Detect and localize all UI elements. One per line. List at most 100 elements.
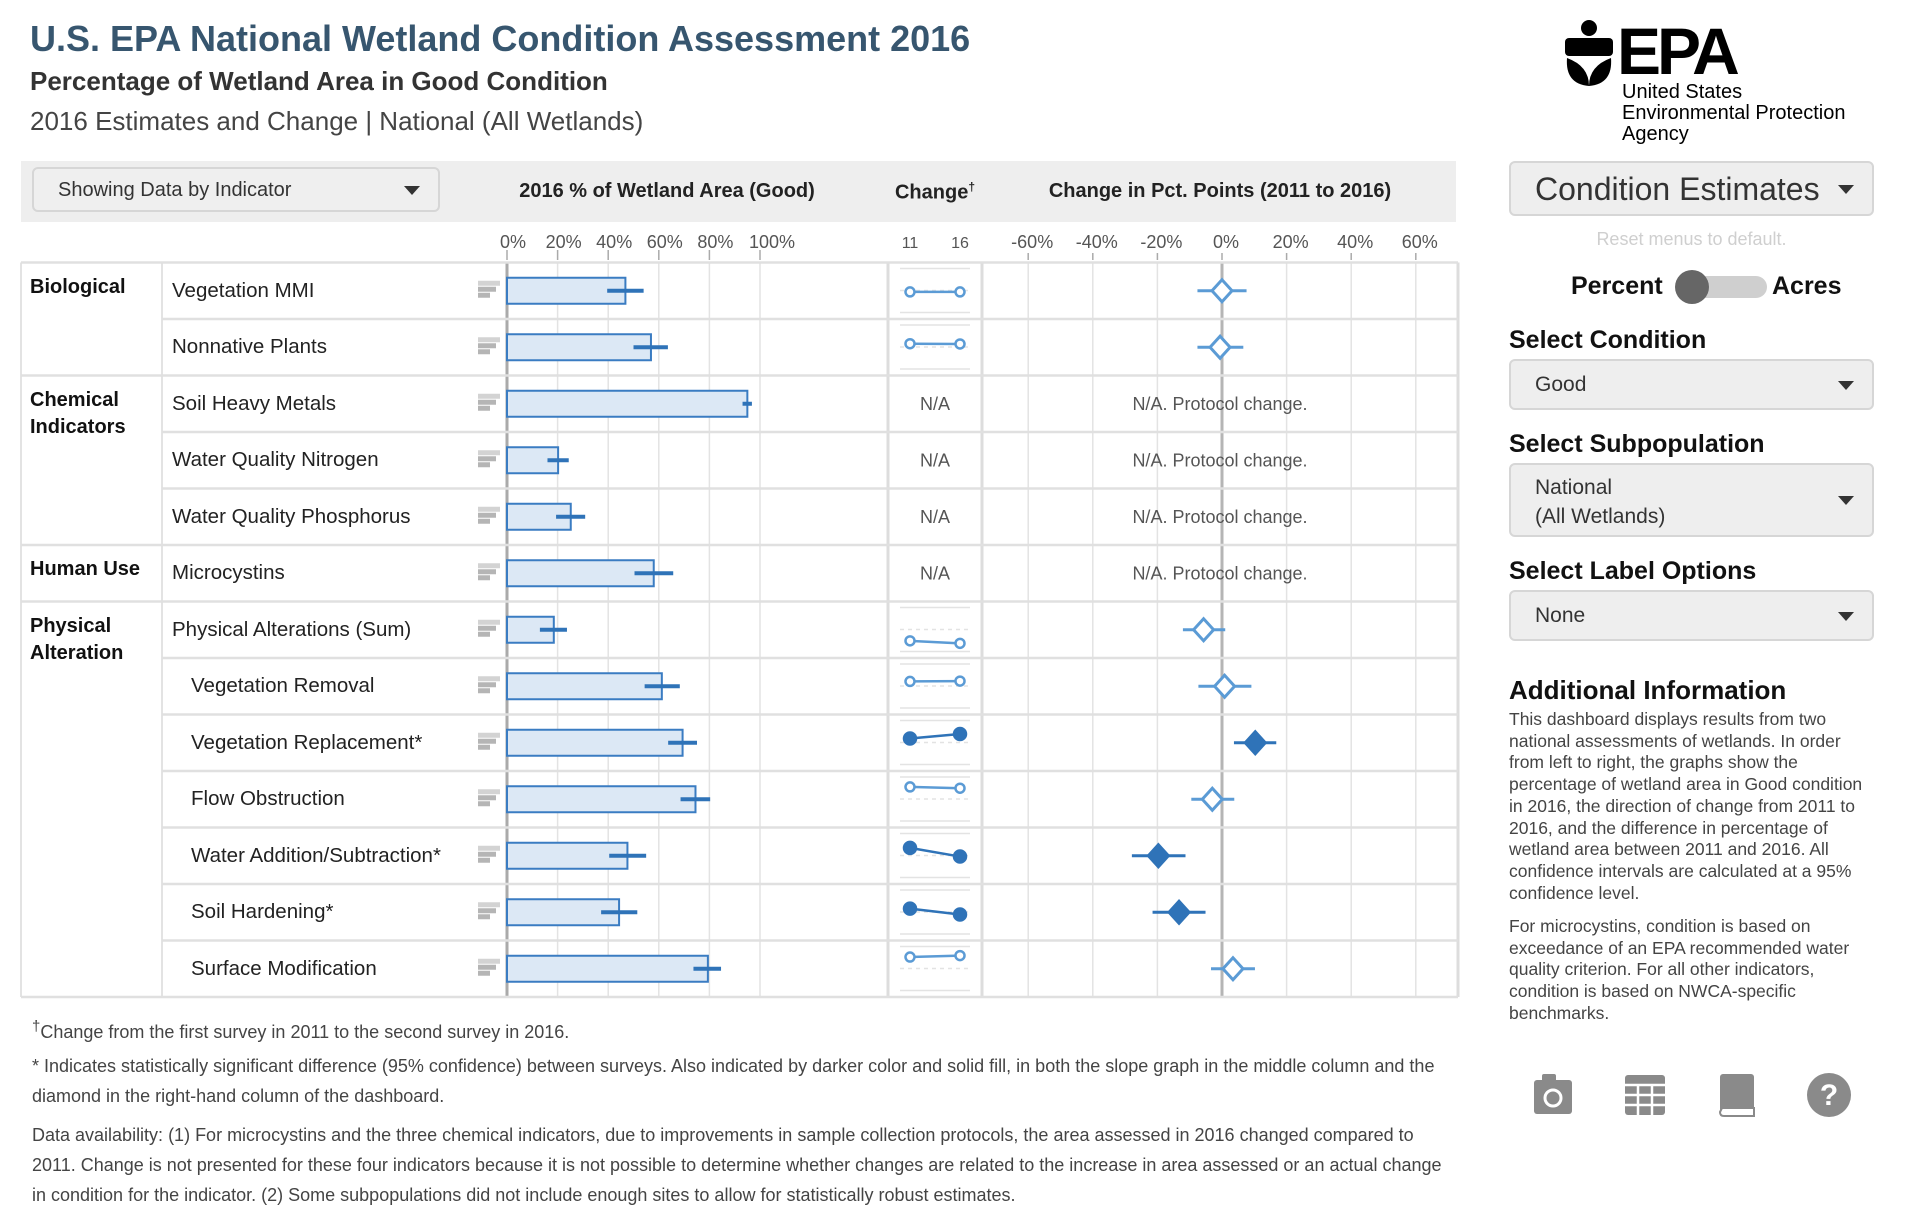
sort-icon[interactable]: [478, 902, 500, 919]
reset-menus-link[interactable]: Reset menus to default.: [1509, 229, 1874, 250]
diff-axis-tick-label: -60%: [1011, 232, 1053, 252]
sort-icon[interactable]: [478, 676, 500, 693]
epa-logo-mark: EPA United States Environmental Protecti…: [1559, 14, 1879, 144]
diff-diamond: [1169, 901, 1189, 923]
table-icon[interactable]: [1622, 1072, 1668, 1118]
sort-icon-bar: [478, 688, 490, 693]
sort-icon[interactable]: [478, 789, 500, 806]
sort-icon-bar: [478, 406, 490, 411]
footnote-availability: Data availability: (1) For microcystins …: [32, 1120, 1452, 1210]
diff-axis-tick-label: -20%: [1140, 232, 1182, 252]
sort-icon[interactable]: [478, 394, 500, 411]
additional-info-paragraph-2: For microcystins, condition is based on …: [1509, 916, 1874, 1025]
sort-icon[interactable]: [478, 281, 500, 298]
slope-point: [954, 851, 966, 863]
svg-text:United States: United States: [1622, 81, 1742, 103]
svg-text:Agency: Agency: [1622, 123, 1689, 144]
sort-icon-bar: [478, 971, 490, 976]
sort-icon-bar: [478, 456, 496, 461]
diff-axis-tick-label: 60%: [1402, 232, 1438, 252]
book-icon[interactable]: [1714, 1072, 1760, 1118]
indicator-label[interactable]: Soil Heavy Metals: [172, 392, 336, 416]
sort-icon[interactable]: [478, 337, 500, 354]
epa-logo: EPA United States Environmental Protecti…: [1559, 14, 1879, 149]
pct-bar: [507, 730, 683, 756]
indicator-label[interactable]: Soil Hardening*: [191, 900, 333, 924]
indicator-label[interactable]: Water Addition/Subtraction*: [191, 844, 441, 868]
sort-icon-bar: [478, 507, 500, 512]
sort-icon[interactable]: [478, 507, 500, 524]
footnote-change-text: Change from the first survey in 2011 to …: [40, 1022, 569, 1042]
sort-icon-bar: [478, 337, 500, 342]
group-label: Biological: [30, 274, 158, 301]
sort-icon-bar: [478, 450, 500, 455]
sort-icon-bar: [478, 287, 496, 292]
sort-icon-bar: [478, 852, 496, 857]
diff-axis-tick-label: 0%: [1213, 232, 1239, 252]
sort-icon-bar: [478, 795, 496, 800]
indicator-label[interactable]: Vegetation Removal: [191, 674, 374, 698]
bar-axis-tick-label: 60%: [647, 232, 683, 252]
indicator-label[interactable]: Surface Modification: [191, 957, 377, 981]
sort-icon-bar: [478, 959, 500, 964]
slope-point: [956, 784, 965, 793]
condition-dropdown-value: Good: [1535, 373, 1586, 396]
slope-point: [906, 677, 915, 686]
condition-dropdown[interactable]: Good: [1509, 359, 1874, 410]
sort-icon-bar: [478, 519, 490, 524]
camera-icon[interactable]: [1530, 1072, 1576, 1118]
sort-icon-bar: [478, 745, 490, 750]
diff-na-label: N/A. Protocol change.: [1132, 507, 1307, 527]
label-options-dropdown[interactable]: None: [1509, 590, 1874, 641]
change-na-label: N/A: [920, 563, 950, 583]
diff-diamond: [1212, 280, 1232, 302]
slope-point: [904, 732, 916, 744]
indicator-label[interactable]: Vegetation Replacement*: [191, 731, 422, 755]
toggle-knob[interactable]: [1675, 270, 1709, 304]
sort-icon-bar: [478, 400, 496, 405]
sort-icon[interactable]: [478, 733, 500, 750]
slope-point: [956, 677, 965, 686]
sort-icon[interactable]: [478, 563, 500, 580]
svg-text:EPA: EPA: [1617, 14, 1738, 88]
diff-diamond: [1215, 675, 1235, 697]
sort-icon[interactable]: [478, 450, 500, 467]
indicator-label[interactable]: Nonnative Plants: [172, 335, 327, 359]
chevron-down-icon: [1838, 381, 1854, 390]
select-subpopulation-label: Select Subpopulation: [1509, 430, 1765, 459]
slope-point: [954, 728, 966, 740]
diff-diamond: [1223, 958, 1243, 980]
sort-icon[interactable]: [478, 620, 500, 637]
indicator-label[interactable]: Flow Obstruction: [191, 787, 345, 811]
units-toggle-row: Percent Acres: [1509, 270, 1874, 306]
sort-icon-bar: [478, 676, 500, 681]
sort-icon-bar: [478, 733, 500, 738]
pct-bar: [507, 391, 747, 417]
mode-dropdown[interactable]: Condition Estimates: [1509, 161, 1874, 216]
toggle-label-acres: Acres: [1772, 272, 1842, 301]
subpopulation-dropdown[interactable]: National (All Wetlands): [1509, 463, 1874, 537]
slope-point: [956, 287, 965, 296]
sort-icon-bar: [478, 349, 490, 354]
slope-point: [956, 951, 965, 960]
slope-point: [904, 903, 916, 915]
slope-line: [910, 641, 960, 644]
pct-bar: [507, 786, 695, 812]
diff-diamond: [1148, 845, 1168, 867]
help-icon[interactable]: ?: [1806, 1072, 1852, 1118]
additional-info-title: Additional Information: [1509, 675, 1786, 706]
indicator-label[interactable]: Microcystins: [172, 561, 285, 585]
change-na-label: N/A: [920, 507, 950, 527]
slope-line: [910, 956, 960, 957]
sort-icon[interactable]: [478, 846, 500, 863]
sort-icon-bar: [478, 394, 500, 399]
slope-point: [906, 953, 915, 962]
footnote-significance: * Indicates statistically significant di…: [32, 1051, 1452, 1111]
indicator-label[interactable]: Vegetation MMI: [172, 279, 314, 303]
sort-icon-bar: [478, 858, 490, 863]
sort-icon[interactable]: [478, 959, 500, 976]
indicator-label[interactable]: Physical Alterations (Sum): [172, 618, 411, 642]
indicator-label[interactable]: Water Quality Nitrogen: [172, 448, 379, 472]
units-toggle[interactable]: [1679, 276, 1767, 298]
indicator-label[interactable]: Water Quality Phosphorus: [172, 505, 411, 529]
